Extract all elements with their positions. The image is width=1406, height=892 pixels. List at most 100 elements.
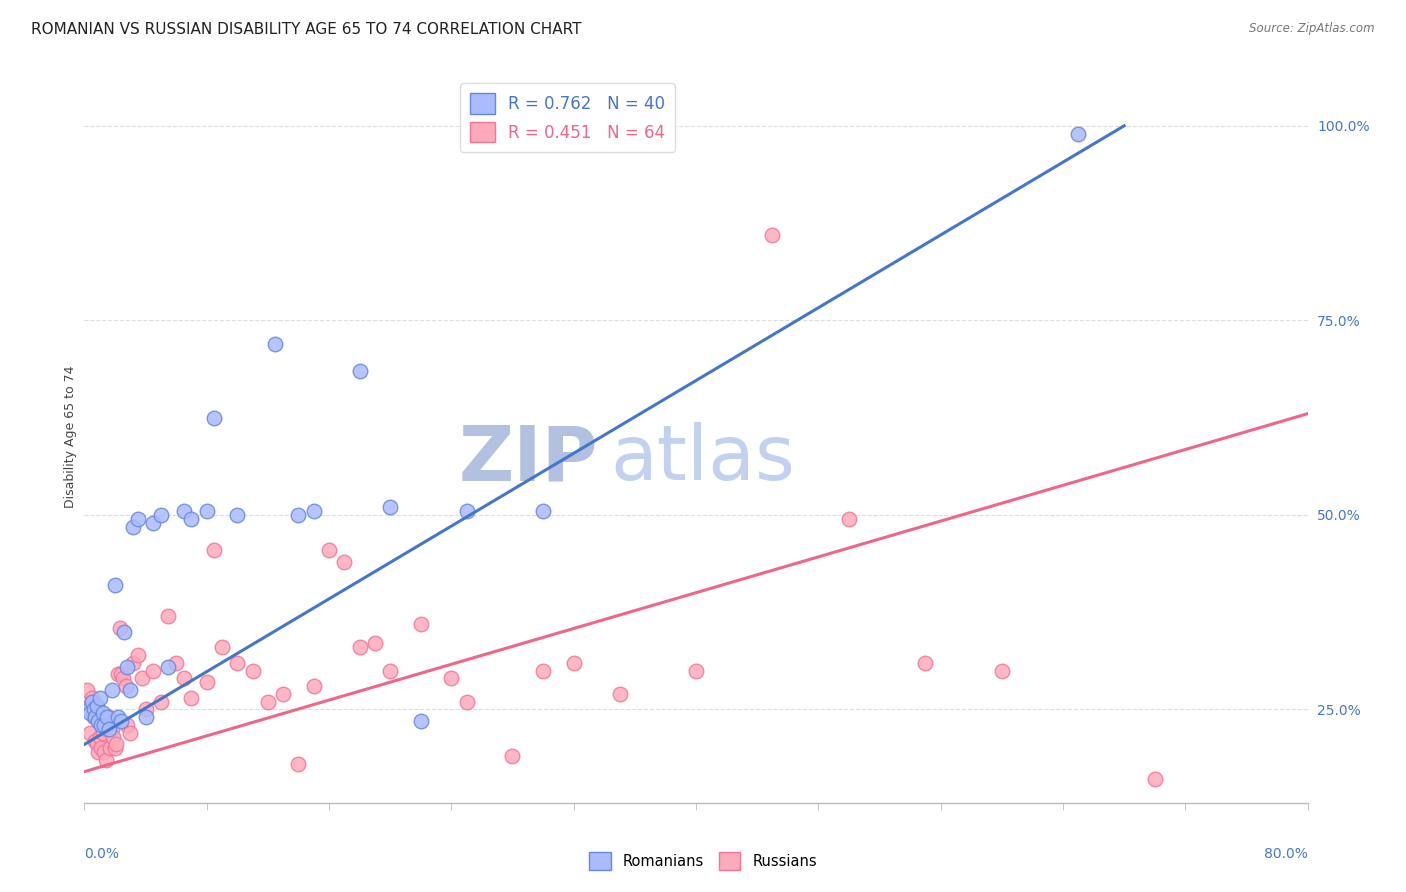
Point (93, 745, 115, 759)
Y-axis label: Disability Age 65 to 74: Disability Age 65 to 74 (65, 366, 77, 508)
Point (79, 706, 101, 721)
Point (271, 687, 294, 701)
Point (226, 656, 249, 670)
Point (226, 508, 249, 522)
Point (562, 656, 585, 670)
Point (127, 648, 149, 662)
Point (120, 683, 142, 698)
Point (149, 508, 172, 522)
Point (80, 690, 103, 705)
Point (142, 664, 165, 678)
Point (333, 555, 356, 569)
Point (165, 656, 187, 670)
Text: 0.0%: 0.0% (84, 847, 120, 861)
Point (761, 227, 783, 242)
Point (440, 671, 463, 685)
Point (302, 504, 325, 518)
Point (111, 671, 134, 685)
Point (101, 683, 124, 698)
Point (77, 698, 100, 713)
Text: ZIP: ZIP (458, 422, 598, 496)
Point (86, 698, 108, 713)
Point (101, 722, 124, 736)
Point (318, 542, 340, 557)
Point (287, 508, 309, 522)
Point (202, 542, 225, 557)
Point (202, 410, 225, 425)
Point (108, 621, 131, 635)
Point (242, 664, 264, 678)
Point (157, 609, 180, 624)
Point (110, 714, 132, 728)
Point (456, 695, 478, 709)
Point (157, 659, 180, 673)
Point (135, 702, 157, 716)
Point (838, 512, 860, 526)
Point (105, 738, 128, 752)
Point (349, 364, 371, 378)
Point (91, 725, 114, 739)
Point (107, 710, 129, 724)
Point (380, 664, 402, 678)
Point (195, 504, 218, 518)
Point (531, 504, 554, 518)
Point (115, 718, 138, 732)
Point (84, 733, 107, 747)
Point (180, 690, 202, 705)
Point (502, 749, 524, 764)
Point (211, 640, 233, 655)
Point (90, 741, 112, 756)
Point (89, 690, 111, 705)
Point (96, 722, 118, 736)
Point (1067, 127, 1090, 141)
Point (112, 624, 135, 639)
Point (110, 667, 132, 681)
Point (914, 656, 936, 670)
Point (364, 636, 387, 650)
Point (87, 745, 110, 759)
Text: atlas: atlas (610, 422, 796, 496)
Point (90, 718, 112, 732)
Point (380, 500, 402, 515)
Point (409, 616, 432, 631)
Point (103, 730, 125, 744)
Point (83, 702, 105, 716)
Point (195, 675, 218, 690)
Point (456, 504, 478, 518)
Point (264, 336, 287, 351)
Point (89, 730, 111, 744)
Point (349, 640, 371, 655)
Point (991, 664, 1014, 678)
Point (609, 687, 631, 701)
Point (76, 683, 98, 698)
Point (127, 512, 149, 526)
Legend: Romanians, Russians: Romanians, Russians (583, 847, 823, 876)
Point (122, 656, 145, 670)
Point (142, 516, 165, 530)
Point (104, 578, 127, 592)
Point (173, 504, 195, 518)
Point (97, 722, 120, 736)
Point (97, 710, 120, 724)
Point (93, 718, 115, 732)
Point (180, 512, 202, 526)
Point (91, 706, 114, 721)
Legend: R = 0.762   N = 40, R = 0.451   N = 64: R = 0.762 N = 40, R = 0.451 N = 64 (460, 83, 675, 153)
Text: Source: ZipAtlas.com: Source: ZipAtlas.com (1250, 22, 1375, 36)
Point (77, 702, 100, 716)
Point (685, 664, 707, 678)
Point (173, 671, 195, 685)
Text: ROMANIAN VS RUSSIAN DISABILITY AGE 65 TO 74 CORRELATION CHART: ROMANIAN VS RUSSIAN DISABILITY AGE 65 TO… (31, 22, 582, 37)
Point (257, 695, 280, 709)
Point (87, 714, 110, 728)
Point (86, 738, 108, 752)
Point (149, 695, 172, 709)
Point (94, 753, 117, 767)
Point (131, 671, 153, 685)
Point (107, 667, 129, 681)
Point (84, 710, 107, 724)
Point (122, 519, 145, 533)
Point (135, 710, 157, 724)
Text: 80.0%: 80.0% (1264, 847, 1308, 861)
Point (115, 659, 138, 673)
